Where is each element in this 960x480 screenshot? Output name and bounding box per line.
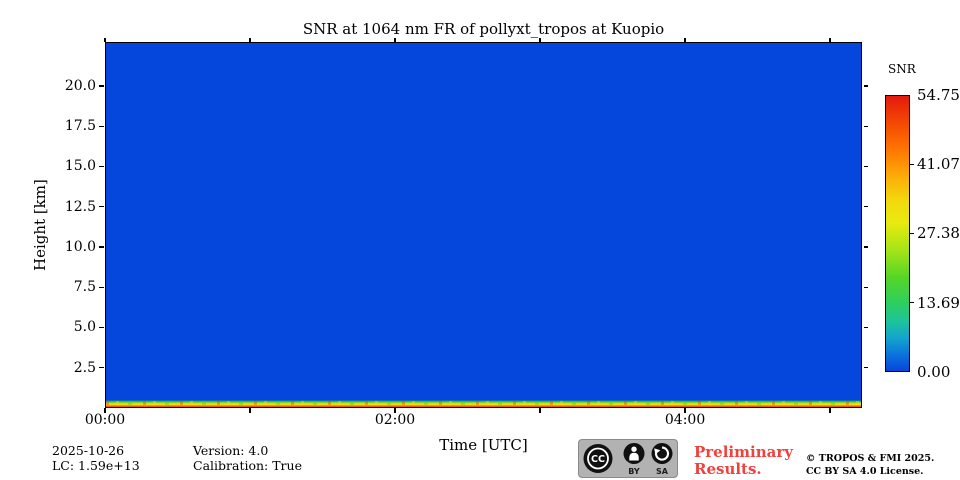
- colorbar-tick-label: 54.75: [917, 86, 960, 104]
- chart-title: SNR at 1064 nm FR of pollyxt_tropos at K…: [302, 20, 665, 38]
- cc-by-sa-badge: CC BY SA: [578, 439, 678, 478]
- heatmap-plot-area: [105, 42, 862, 408]
- colorbar-tick: [910, 163, 914, 165]
- x-tick: [394, 37, 396, 42]
- y-tick: [99, 246, 104, 248]
- preliminary-line2: Results.: [694, 459, 762, 478]
- y-tick: [863, 367, 868, 369]
- colorbar-label: SNR: [888, 62, 916, 76]
- y-tick-label: 10.0: [64, 238, 96, 255]
- copyright-notice: © TROPOS & FMI 2025. CC BY SA 4.0 Licens…: [806, 452, 934, 479]
- lidar-constant-text: LC: 1.59e+13: [52, 458, 140, 474]
- copyright-line2: CC BY SA 4.0 License.: [806, 466, 924, 478]
- x-axis-ticks-top: [104, 36, 862, 42]
- colorbar-tick: [910, 232, 914, 235]
- sa-label: SA: [656, 467, 669, 476]
- colorbar: [885, 95, 910, 372]
- colorbar-tick-label: 27.38: [917, 224, 960, 243]
- x-tick: [829, 37, 831, 42]
- y-tick: [863, 206, 868, 208]
- cc-logo-icon: CC: [583, 444, 613, 473]
- x-tick: [684, 37, 686, 42]
- y-tick-label: 15.0: [64, 158, 96, 175]
- y-tick: [863, 286, 868, 288]
- colorbar-tick-label: 41.07: [917, 155, 960, 174]
- x-tick-label: 04:00: [664, 412, 706, 428]
- version-text: Version: 4.0: [193, 443, 269, 458]
- y-axis-tick-labels: 2.5 5.0 7.5 10.0 12.5 15.0 17.5 20.0: [40, 42, 96, 408]
- y-tick-label: 17.5: [64, 118, 96, 135]
- y-tick-label: 20.0: [64, 77, 96, 94]
- svg-text:CC: CC: [591, 454, 605, 465]
- colorbar-tick-label: 13.69: [917, 293, 960, 312]
- annotation-date-lc: 2025-10-26 LC: 1.59e+13: [52, 443, 140, 474]
- y-tick: [863, 326, 868, 329]
- y-tick: [99, 85, 104, 87]
- y-axis-ticks-right: [862, 42, 868, 408]
- y-tick: [99, 125, 104, 127]
- y-tick: [99, 286, 104, 288]
- colorbar-tick-label: 0.00: [917, 363, 951, 381]
- copyright-line1: © TROPOS & FMI 2025.: [806, 453, 935, 464]
- by-person-icon: [623, 443, 645, 464]
- x-tick-label: 02:00: [374, 412, 416, 428]
- y-tick-label: 2.5: [73, 359, 96, 376]
- surface-snr-noise-texture: [106, 401, 861, 405]
- by-label: BY: [628, 467, 640, 476]
- colorbar-tick: [910, 302, 914, 304]
- x-tick: [249, 408, 251, 413]
- y-tick: [863, 85, 868, 87]
- x-axis-label: Time [UTC]: [439, 436, 528, 454]
- x-tick: [104, 37, 106, 42]
- x-tick: [539, 408, 541, 413]
- annotation-version-calibration: Version: 4.0 Calibration: True: [193, 443, 302, 474]
- colorbar-ticks: [910, 95, 915, 372]
- calibration-text: Calibration: True: [193, 458, 302, 474]
- y-tick-label: 7.5: [73, 279, 96, 296]
- x-tick: [394, 408, 396, 413]
- sa-share-alike-icon: [651, 443, 673, 464]
- x-tick-label: 00:00: [84, 412, 126, 428]
- x-tick: [249, 37, 251, 42]
- y-tick-label: 12.5: [64, 198, 96, 215]
- colorbar-tick-labels: 54.75 41.07 27.38 13.69 0.00: [917, 86, 960, 381]
- preliminary-line1: Preliminary: [694, 443, 793, 461]
- y-tick: [99, 367, 104, 369]
- x-tick: [539, 37, 541, 42]
- y-tick: [863, 165, 868, 168]
- date-text: 2025-10-26: [52, 443, 125, 458]
- x-tick: [684, 408, 686, 413]
- x-axis-ticks-bottom: [104, 408, 862, 414]
- preliminary-results-notice: Preliminary Results.: [694, 444, 793, 478]
- surface-snr-strip: [106, 400, 861, 407]
- y-tick: [99, 326, 104, 329]
- y-tick: [99, 165, 104, 168]
- y-tick: [99, 206, 104, 208]
- x-axis-tick-labels: 00:00 02:00 04:00: [85, 412, 862, 430]
- x-tick: [104, 408, 106, 413]
- y-tick-label: 5.0: [73, 319, 96, 336]
- y-tick: [863, 246, 868, 248]
- x-tick: [829, 408, 831, 413]
- y-tick: [863, 125, 868, 127]
- y-axis-ticks-left: [99, 42, 105, 408]
